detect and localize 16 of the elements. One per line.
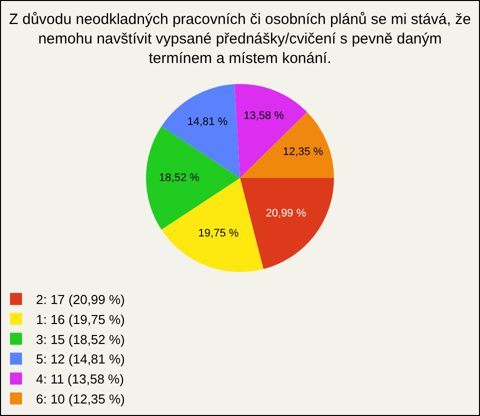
legend-label: 2: 17 (20,99 %) [36,292,125,308]
data-label: 14,81 % [187,116,228,128]
legend-label: 5: 12 (14,81 %) [36,352,125,367]
pie-slice [240,178,334,270]
chart-title: Z důvodu neodkladných pracovních či osobních plánů se mi stává, že nemohu navštívit vypsané přednášky/cvičení s pevně daným termínem a místem konání. [9,11,471,67]
legend-label: 4: 11 (13,58 %) [36,372,124,387]
pie-slice [240,112,334,178]
data-label: 20,99 % [266,208,306,220]
legend-label: 3: 15 (18,52 %) [36,332,125,347]
data-label: 13,58 % [244,110,284,122]
data-label: 12,35 % [282,146,324,158]
data-label: 18,52 % [159,172,200,184]
data-label: 19,75 % [198,227,239,240]
legend-label: 6: 10 (12,35 %) [36,392,125,407]
legend-label: 1: 16 (19,75 %) [36,312,125,327]
pie-slice [146,126,240,230]
